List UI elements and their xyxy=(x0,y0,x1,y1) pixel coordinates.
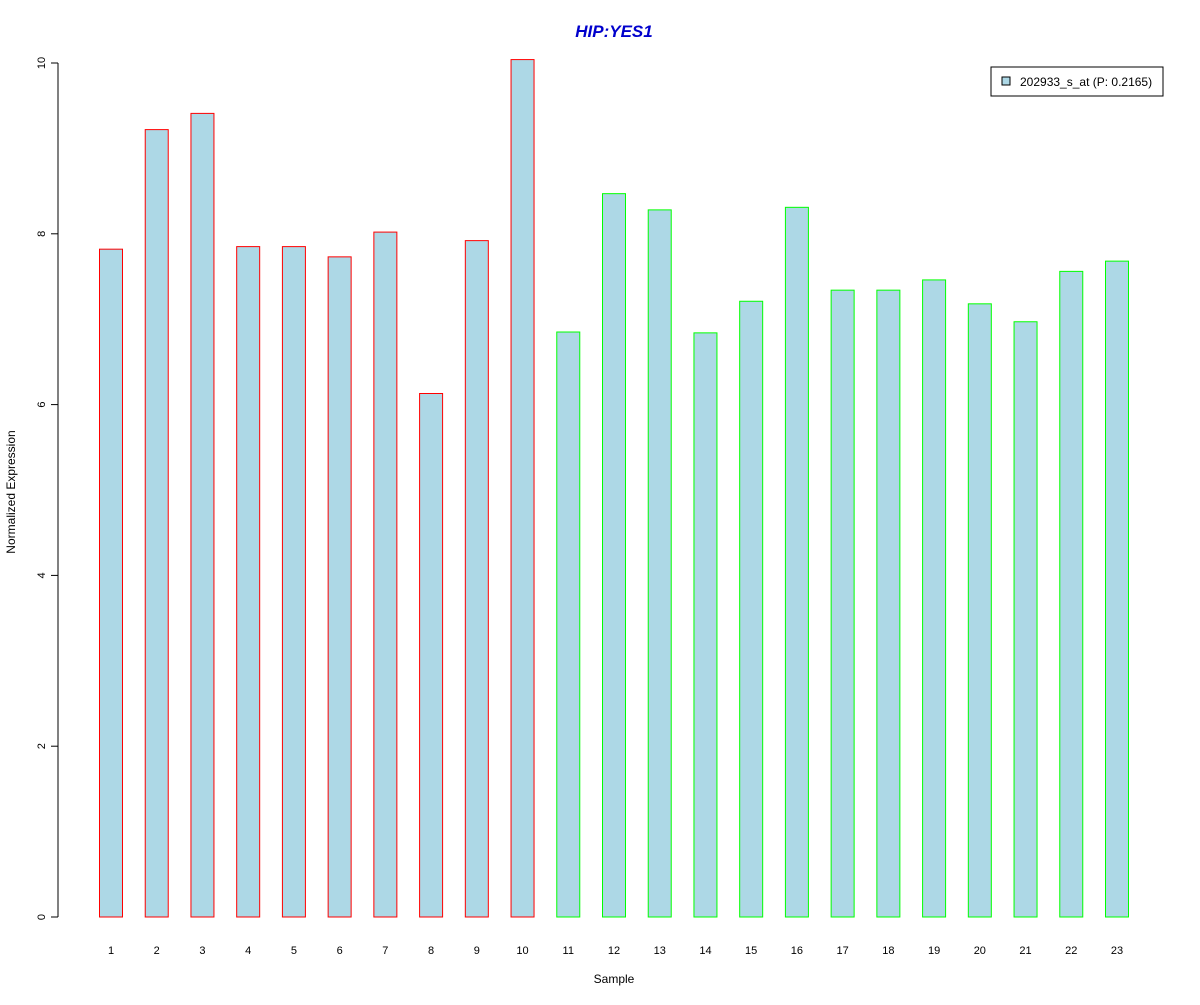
bar-sample-21 xyxy=(1013,321,1038,918)
y-tick-label: 2 xyxy=(36,743,48,749)
x-tick-label: 4 xyxy=(245,945,251,957)
y-tick-label: 4 xyxy=(36,572,48,578)
bar-sample-17 xyxy=(830,289,855,918)
x-tick-labels: 1 2 3 4 5 6 7 8 9 10 11 12 13 14 15 16 17 18 19 20 21 22 23 xyxy=(108,945,1123,957)
x-tick-label: 23 xyxy=(1111,945,1123,957)
x-tick-label: 13 xyxy=(654,945,666,957)
x-tick-label: 19 xyxy=(928,945,940,957)
bar-sample-12 xyxy=(602,193,626,918)
chart-title: HIP:YES1 xyxy=(575,22,652,41)
x-axis-label: Sample xyxy=(594,972,635,986)
bar-sample-13 xyxy=(647,209,672,918)
x-tick-label: 14 xyxy=(699,945,711,957)
x-tick-label: 3 xyxy=(199,945,205,957)
bar-sample-19 xyxy=(922,279,947,918)
bar-sample-15 xyxy=(739,300,764,918)
legend-label: 202933_s_at (P: 0.2165) xyxy=(1020,75,1152,89)
x-tick-label: 12 xyxy=(608,945,620,957)
x-tick-label: 18 xyxy=(882,945,894,957)
y-tick-label: 8 xyxy=(36,231,48,237)
x-tick-label: 5 xyxy=(291,945,297,957)
bar-sample-6 xyxy=(327,256,352,918)
legend: 202933_s_at (P: 0.2165) xyxy=(990,66,1164,97)
legend-swatch xyxy=(1001,76,1011,86)
y-tick-label: 6 xyxy=(36,402,48,408)
bar-sample-1 xyxy=(99,248,123,918)
bar-sample-18 xyxy=(876,289,901,918)
x-tick-label: 10 xyxy=(516,945,528,957)
bar-sample-4 xyxy=(236,246,261,918)
x-tick-label: 22 xyxy=(1065,945,1077,957)
bar-sample-2 xyxy=(144,129,169,918)
bar-sample-7 xyxy=(373,231,398,918)
bar-sample-9 xyxy=(464,240,489,918)
x-tick-label: 9 xyxy=(474,945,480,957)
x-tick-label: 15 xyxy=(745,945,757,957)
y-tick-label: 0 xyxy=(36,914,48,920)
x-tick-label: 8 xyxy=(428,945,434,957)
legend-box xyxy=(990,66,1164,97)
x-tick-label: 6 xyxy=(337,945,343,957)
bar-sample-10 xyxy=(510,59,535,918)
bar-sample-23 xyxy=(1105,260,1129,918)
bar-sample-16 xyxy=(784,206,809,918)
bar-sample-8 xyxy=(419,392,444,918)
bar-sample-5 xyxy=(281,246,306,918)
x-tick-label: 7 xyxy=(382,945,388,957)
x-tick-label: 1 xyxy=(108,945,114,957)
y-tick-label: 10 xyxy=(36,57,48,69)
y-axis-label: Normalized Expression xyxy=(4,430,18,553)
x-tick-label: 16 xyxy=(791,945,803,957)
x-tick-label: 20 xyxy=(974,945,986,957)
bars-group xyxy=(99,59,1129,918)
bar-sample-3 xyxy=(190,112,215,918)
x-tick-label: 17 xyxy=(837,945,849,957)
x-tick-label: 21 xyxy=(1019,945,1031,957)
x-tick-label: 11 xyxy=(563,945,574,957)
x-tick-label: 2 xyxy=(154,945,160,957)
bar-sample-14 xyxy=(693,332,718,918)
bar-sample-20 xyxy=(967,303,992,918)
bar-sample-22 xyxy=(1059,270,1084,918)
y-axis: 0 2 4 6 8 10 xyxy=(36,57,59,920)
bar-sample-11 xyxy=(556,331,581,918)
